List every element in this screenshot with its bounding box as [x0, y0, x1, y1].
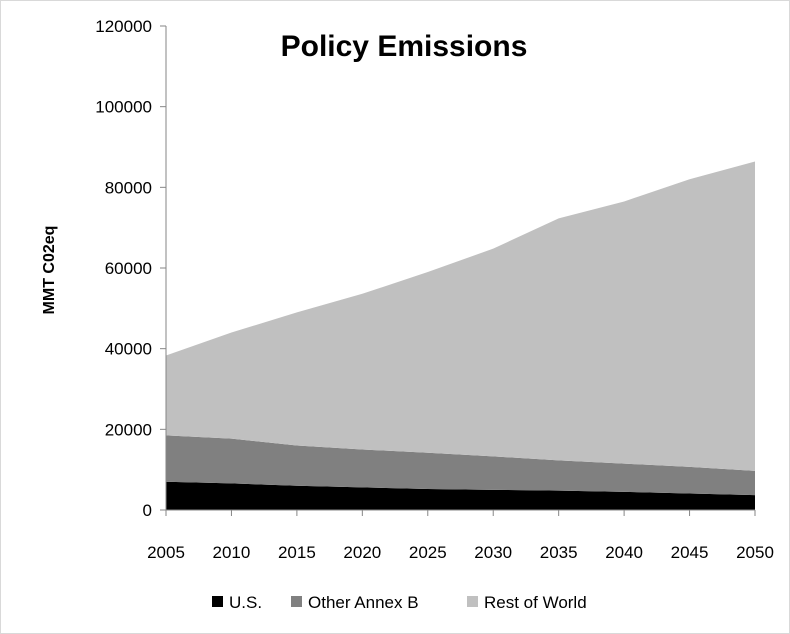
x-tick-label: 2010	[213, 543, 251, 562]
area-series-2	[166, 161, 755, 471]
chart-title: Policy Emissions	[281, 30, 528, 63]
x-tick-label: 2045	[671, 543, 709, 562]
x-tick-label: 2050	[736, 543, 774, 562]
x-tick-label: 2030	[474, 543, 512, 562]
y-tick-label: 100000	[95, 98, 152, 117]
x-tick-label: 2005	[147, 543, 185, 562]
axes-group: 0 20000 40000 60000 80000 100000 120000 2005 201…	[95, 17, 774, 562]
y-tick-label: 0	[143, 501, 152, 520]
y-axis-label: MMT C02eq	[41, 226, 58, 315]
legend-swatch	[212, 596, 223, 607]
legend-swatch	[291, 596, 302, 607]
y-tick-label: 60000	[105, 259, 152, 278]
y-tick-label: 20000	[105, 420, 152, 439]
x-tick-label: 2015	[278, 543, 316, 562]
legend: U.S. Other Annex B Rest of World	[212, 593, 587, 612]
legend-label: Rest of World	[484, 593, 587, 612]
area-series-group	[166, 161, 755, 510]
x-tick-label: 2020	[343, 543, 381, 562]
y-tick-label: 40000	[105, 340, 152, 359]
x-tick-label: 2035	[540, 543, 578, 562]
area-series-0	[166, 481, 755, 510]
x-tick-label: 2025	[409, 543, 447, 562]
y-tick-label: 80000	[105, 178, 152, 197]
x-tick-label: 2040	[605, 543, 643, 562]
area-series-1	[166, 435, 755, 496]
legend-label: Other Annex B	[308, 593, 419, 612]
y-tick-label: 120000	[95, 17, 152, 36]
legend-label: U.S.	[229, 593, 262, 612]
legend-swatch	[467, 596, 478, 607]
